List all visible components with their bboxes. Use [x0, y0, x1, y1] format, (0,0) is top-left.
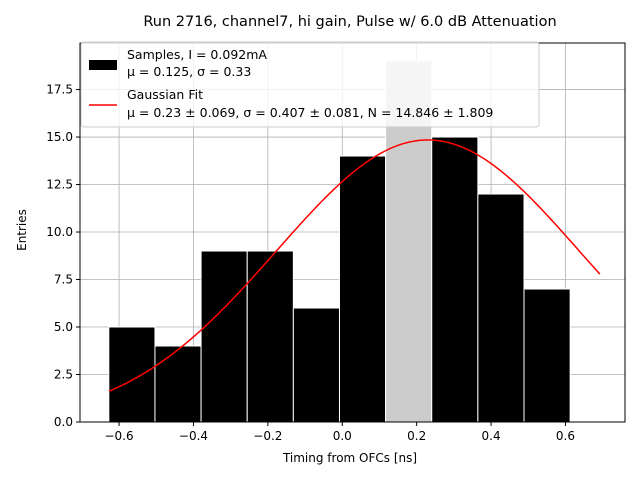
histogram-bar-7 [431, 136, 479, 423]
histogram-bars [108, 60, 571, 423]
chart-title: Run 2716, channel7, hi gain, Pulse w/ 6.… [143, 14, 556, 30]
x-tick-label-0: −0.6 [104, 429, 133, 443]
histogram-bar-1 [154, 345, 202, 423]
histogram-bar-4 [292, 307, 340, 423]
x-tick-label-3: 0.0 [333, 429, 352, 443]
legend-box [80, 41, 540, 128]
histogram-bar-9 [523, 288, 571, 423]
y-tick-label-5: 12.5 [46, 178, 73, 192]
histogram-bar-5 [338, 155, 387, 423]
histogram-bar-8 [477, 193, 525, 423]
y-axis-ticks: 0.0 2.5 5.0 7.5 10.0 12.5 15.0 17.5 [46, 83, 80, 429]
y-tick-label-3: 7.5 [54, 273, 73, 287]
y-tick-label-0: 0.0 [54, 415, 73, 429]
legend: Samples, I = 0.092mA μ = 0.125, σ = 0.33… [80, 41, 540, 128]
x-axis-ticks: −0.6 −0.4 −0.2 0.0 0.2 0.4 0.6 [104, 422, 575, 443]
histogram-bar-2 [200, 250, 248, 423]
y-tick-label-4: 10.0 [46, 225, 73, 239]
y-tick-label-7: 17.5 [46, 83, 73, 97]
x-tick-label-1: −0.4 [179, 429, 208, 443]
y-tick-label-6: 15.0 [46, 130, 73, 144]
x-tick-label-2: −0.2 [253, 429, 282, 443]
x-axis-label: Timing from OFCs [ns] [282, 451, 417, 465]
legend-samples-label: Samples, I = 0.092mA [127, 47, 267, 62]
gaussian-fit-curve [108, 139, 601, 393]
legend-fit-label: Gaussian Fit [127, 87, 203, 102]
histogram-bar-3 [246, 250, 294, 423]
histogram-bar-0 [108, 326, 156, 423]
x-tick-label-5: 0.4 [482, 429, 501, 443]
legend-samples-swatch [89, 60, 117, 70]
x-tick-label-4: 0.2 [407, 429, 426, 443]
legend-fit-stats: μ = 0.23 ± 0.069, σ = 0.407 ± 0.081, N =… [127, 105, 493, 120]
y-tick-label-1: 2.5 [54, 368, 73, 382]
y-axis-label: Entries [15, 209, 29, 251]
legend-samples-stats: μ = 0.125, σ = 0.33 [127, 64, 251, 79]
x-tick-label-6: 0.6 [556, 429, 575, 443]
y-tick-label-2: 5.0 [54, 320, 73, 334]
